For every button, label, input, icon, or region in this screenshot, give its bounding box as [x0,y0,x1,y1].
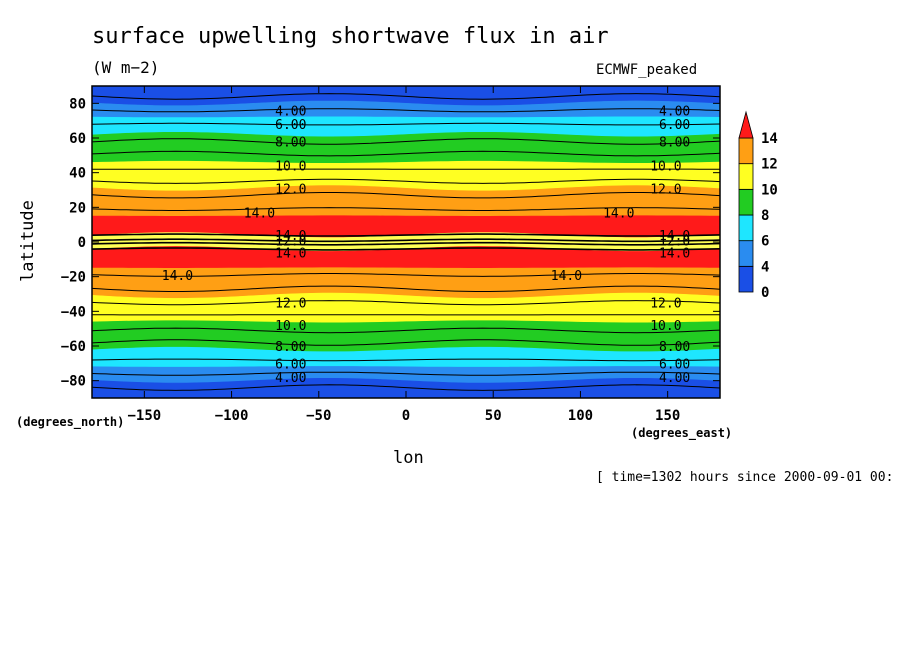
contour-label-1: 4.00 [659,104,690,119]
contour-label-17: 14.0 [659,246,690,261]
contour-line-18 [91,339,721,346]
contour-label-23: 10.0 [650,319,681,334]
contour-label-16: 14.0 [275,246,306,261]
axis-ticks: −150 −100 −50 0 50 100 150 80 60 40 20 0 −20 −40 −60 −8… [61,86,720,424]
contour-line-1 [91,108,721,113]
contour-label-5: 8.00 [659,135,690,150]
contour-label-10: 14.0 [244,207,275,222]
contour-label-3: 6.00 [659,118,690,133]
y-tick-label-5: −20 [61,270,86,286]
colorbar-box-1 [738,240,754,267]
colorbar-box-2 [738,214,754,242]
contour-line-7 [91,192,721,199]
contour-label-22: 10.0 [275,319,306,334]
contour-label-13: 14.0 [659,229,690,244]
y-tick-label-2: 40 [69,166,86,182]
x-tick-label-2: −50 [306,408,331,424]
contour-label-9: 12.0 [650,182,681,197]
contour-label-14: 12.0 [275,234,306,249]
contour-band-3 [91,132,721,164]
contour-label-25: 8.00 [659,340,690,355]
x-tick-label-3: 0 [402,408,410,424]
colorbar-arrow [738,110,754,139]
contour-label-21: 12.0 [650,297,681,312]
contour-line-0 [91,93,721,100]
dataset-label: ECMWF_peaked [596,62,698,78]
contour-label-2: 6.00 [275,118,306,133]
contour-line-17 [91,327,721,334]
contour-line-11 [91,241,721,246]
contour-label-8: 12.0 [275,182,306,197]
contour-line-12 [91,247,721,251]
contour-label-18: 14.0 [162,269,193,284]
contour-label-19: 14.0 [551,269,582,284]
contour-label-29: 4.00 [659,371,690,386]
y-tick-label-4: 0 [78,235,86,251]
x-tick-label-4: 50 [485,408,502,424]
y-tick-label-3: 20 [69,200,86,216]
contour-line-8 [91,207,721,211]
y-tick-label-1: 60 [69,131,86,147]
chart-units: (W m−2) [92,58,160,77]
contour-line-3 [91,138,721,145]
colorbar-label-1: 4 [761,259,769,275]
contour-line-10 [91,238,721,243]
contour-label-20: 12.0 [275,297,306,312]
x-tick-label-5: 100 [568,408,593,424]
contour-label-6: 10.0 [275,160,306,175]
contour-line-21 [91,384,721,391]
contour-label-11: 14.0 [603,207,634,222]
y-axis-units: (degrees_north) [16,415,125,429]
colorbar-box-4 [738,163,754,190]
colorbar: 0 4 6 8 10 12 14 [738,110,778,301]
contour-label-0: 4.00 [275,104,306,119]
contour-label-15: 12.0 [659,234,690,249]
chart-title: surface upwelling shortwave flux in air [92,24,609,49]
contour-label-26: 6.00 [275,357,306,372]
x-tick-label-6: 150 [655,408,680,424]
contour-line-15 [91,300,721,306]
contour-label-24: 8.00 [275,340,306,355]
colorbar-label-0: 0 [761,285,769,301]
y-tick-label-8: −80 [61,374,86,390]
y-tick-label-6: −40 [61,304,86,320]
contour-line-19 [91,358,721,362]
contour-line-4 [91,150,721,157]
contour-line-14 [91,285,721,292]
contour-label-12: 14.0 [275,229,306,244]
contour-label-7: 10.0 [650,160,681,175]
contour-line-13 [91,273,721,277]
contour-label-4: 8.00 [275,135,306,150]
time-annotation: [ time=1302 hours since 2000-09-01 00: [596,470,894,485]
contour-line-2 [91,122,721,126]
colorbar-box-0 [738,265,754,293]
colorbar-label-6: 14 [761,131,778,147]
colorbar-label-5: 12 [761,157,778,173]
x-tick-label-1: −100 [215,408,249,424]
x-axis-label: lon [393,448,424,468]
contour-label-28: 4.00 [275,371,306,386]
colorbar-label-2: 6 [761,234,769,250]
contour-line-6 [91,178,721,184]
contour-lines [91,93,721,391]
contour-label-27: 6.00 [659,357,690,372]
colorbar-label-3: 8 [761,208,769,224]
x-tick-label-0: −150 [127,408,161,424]
plot-fill [91,85,721,399]
y-tick-label-0: 80 [69,96,86,112]
colorbar-box-5 [738,137,754,165]
contour-line-20 [91,371,721,376]
colorbar-box-3 [738,188,754,216]
colorbar-label-4: 10 [761,182,778,198]
x-axis-units: (degrees_east) [631,426,733,440]
y-tick-label-7: −60 [61,339,86,355]
contour-line-9 [91,233,721,237]
